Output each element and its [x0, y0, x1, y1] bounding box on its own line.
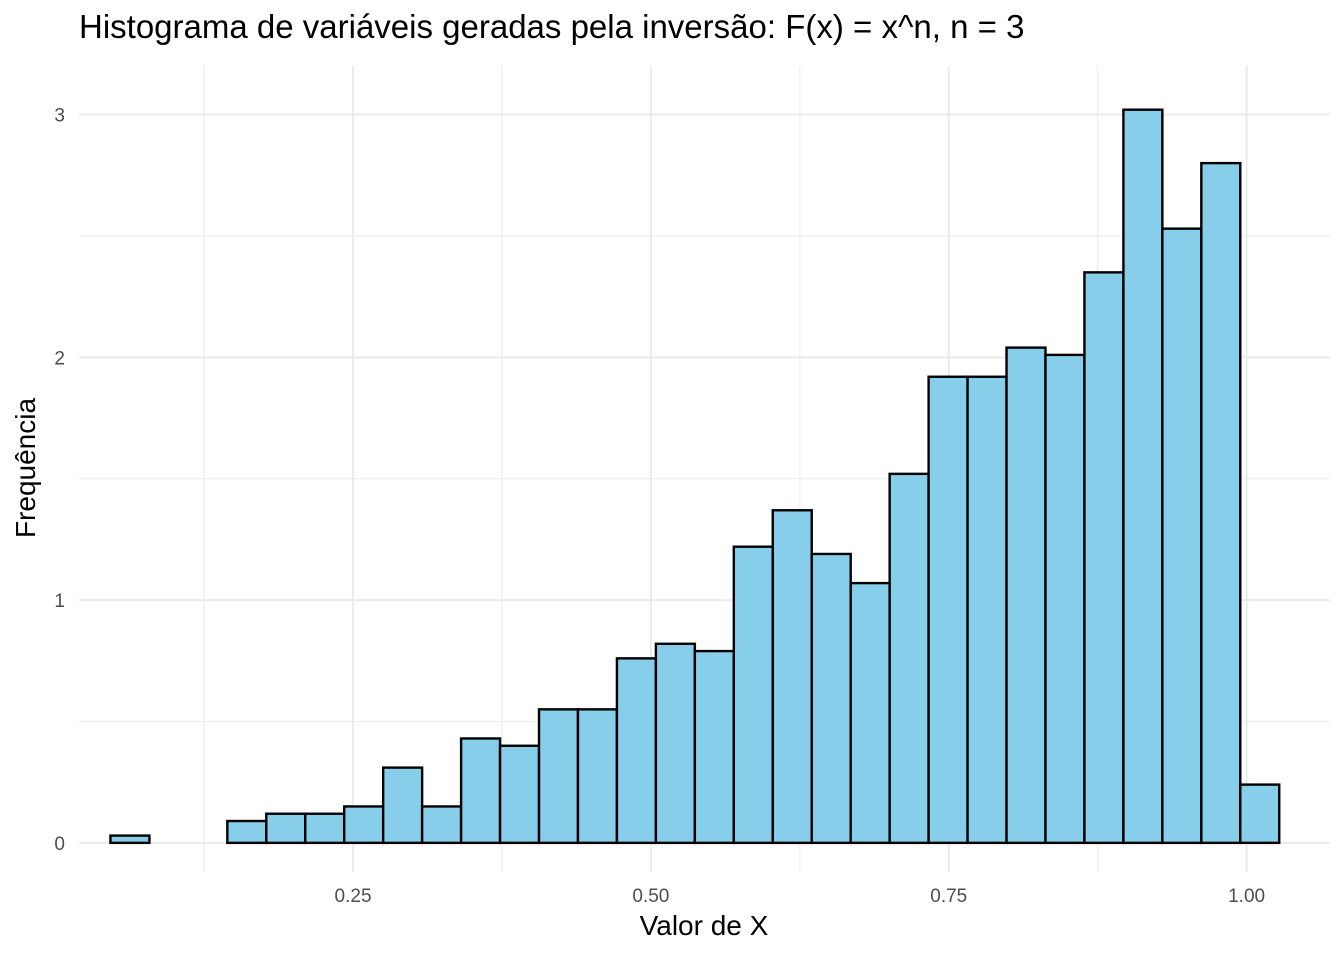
histogram-bar: [576, 708, 619, 845]
histogram-bar: [1083, 271, 1125, 845]
y-tick-label: 1: [54, 591, 65, 612]
histogram-bars: [109, 108, 1281, 845]
histogram-bar: [1044, 353, 1086, 845]
y-axis-ticks: 0 1 2 3: [54, 106, 65, 855]
x-tick-label: 0.25: [335, 886, 372, 907]
histogram-bar: [888, 472, 930, 845]
histogram-bar: [459, 737, 502, 845]
histogram-bar: [420, 805, 463, 845]
y-tick-label: 2: [54, 348, 65, 369]
histogram-bar: [109, 834, 151, 845]
y-axis-label: Frequência: [10, 397, 41, 539]
histogram-bar: [693, 649, 736, 845]
x-tick-label: 1.00: [1228, 886, 1265, 907]
histogram-bar: [343, 805, 385, 845]
histogram-bar: [654, 642, 697, 845]
histogram-bar: [771, 509, 813, 845]
histogram-bar: [1122, 108, 1164, 845]
histogram-bar: [810, 552, 852, 845]
histogram-bar: [226, 819, 268, 845]
x-axis-ticks: 0.25 0.50 0.75 1.00: [335, 886, 1266, 907]
x-tick-label: 0.75: [930, 886, 967, 907]
histogram-bar: [381, 766, 424, 845]
histogram-bar: [304, 812, 346, 845]
histogram-bar: [1239, 783, 1281, 845]
histogram-bar: [732, 545, 774, 845]
x-axis-label: Valor de X: [639, 910, 769, 941]
histogram-bar: [927, 375, 969, 845]
histogram-bar: [498, 744, 541, 845]
histogram-bar: [615, 657, 658, 845]
histogram-bar: [1200, 161, 1242, 845]
y-tick-label: 3: [54, 106, 65, 127]
histogram-bar: [849, 581, 891, 845]
histogram-bar: [966, 375, 1008, 845]
histogram-bar: [1161, 227, 1203, 845]
chart-title: Histograma de variáveis geradas pela inv…: [79, 8, 1025, 45]
histogram-bar: [265, 812, 307, 845]
histogram-bar: [537, 708, 580, 845]
histogram-bar: [1005, 346, 1047, 845]
x-tick-label: 0.50: [632, 886, 669, 907]
y-tick-label: 0: [54, 834, 65, 855]
